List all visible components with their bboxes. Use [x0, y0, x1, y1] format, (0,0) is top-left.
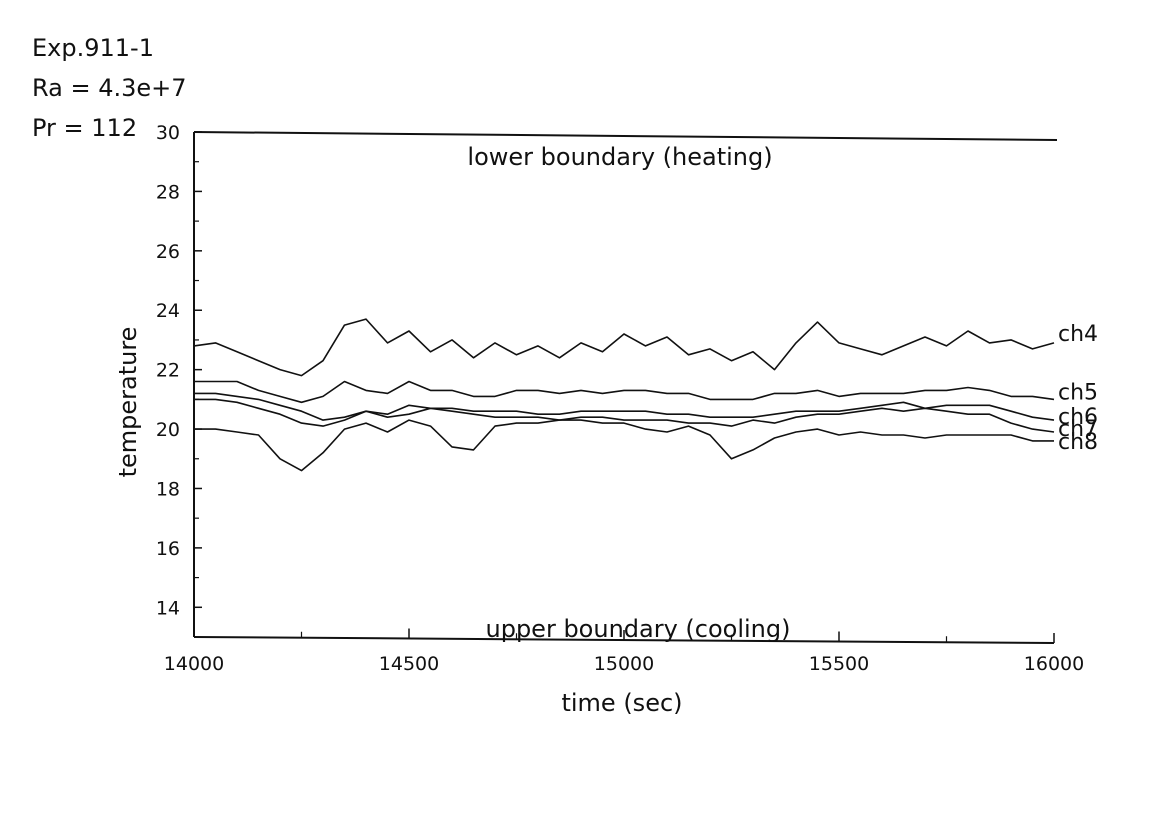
y-axis-title: temperature	[114, 327, 142, 478]
series-label-ch6: ch6	[1058, 405, 1098, 430]
series-line-ch8	[194, 419, 1054, 472]
x-tick-label: 14500	[379, 653, 439, 675]
upper-boundary-annotation: upper boundary (cooling)	[486, 615, 791, 643]
series-label-ch5: ch5	[1058, 380, 1098, 405]
experiment-label: Exp.911-1	[32, 34, 154, 62]
y-tick-label: 30	[156, 122, 180, 144]
y-tick-label: 14	[156, 597, 180, 619]
series-line-ch4	[193, 318, 1055, 377]
series-line-ch6	[194, 392, 1055, 421]
x-tick-label: 15000	[594, 653, 654, 675]
y-tick-label: 20	[156, 419, 180, 441]
y-tick-label: 22	[156, 360, 180, 382]
tick-marks	[193, 131, 1055, 643]
series-label-ch8: ch8	[1058, 430, 1098, 455]
x-tick-label: 16000	[1024, 653, 1084, 675]
y-tick-label: 18	[156, 478, 180, 500]
x-tick-label: 14000	[164, 653, 224, 675]
prandtl-label: Pr = 112	[32, 114, 138, 142]
x-axis-title: time (sec)	[561, 689, 682, 717]
lower-boundary-annotation: lower boundary (heating)	[467, 143, 772, 171]
series-label-ch4: ch4	[1058, 322, 1098, 347]
y-tick-label: 16	[156, 538, 180, 560]
series-label-ch7: ch7	[1058, 417, 1098, 442]
rayleigh-label: Ra = 4.3e+7	[32, 74, 187, 102]
y-tick-label: 26	[156, 241, 180, 263]
x-tick-label: 15500	[809, 653, 869, 675]
series-lines	[193, 318, 1055, 472]
series-line-ch5	[194, 380, 1055, 404]
y-tick-label: 28	[156, 181, 180, 203]
labels: 14 16 18 20 22 24 26 28 30 14000 14500 15000 15500 16…	[114, 122, 1098, 717]
axes	[193, 131, 1058, 644]
y-tick-label: 24	[156, 300, 180, 322]
series-line-ch7	[194, 398, 1055, 433]
top-boundary-line	[193, 131, 1058, 141]
